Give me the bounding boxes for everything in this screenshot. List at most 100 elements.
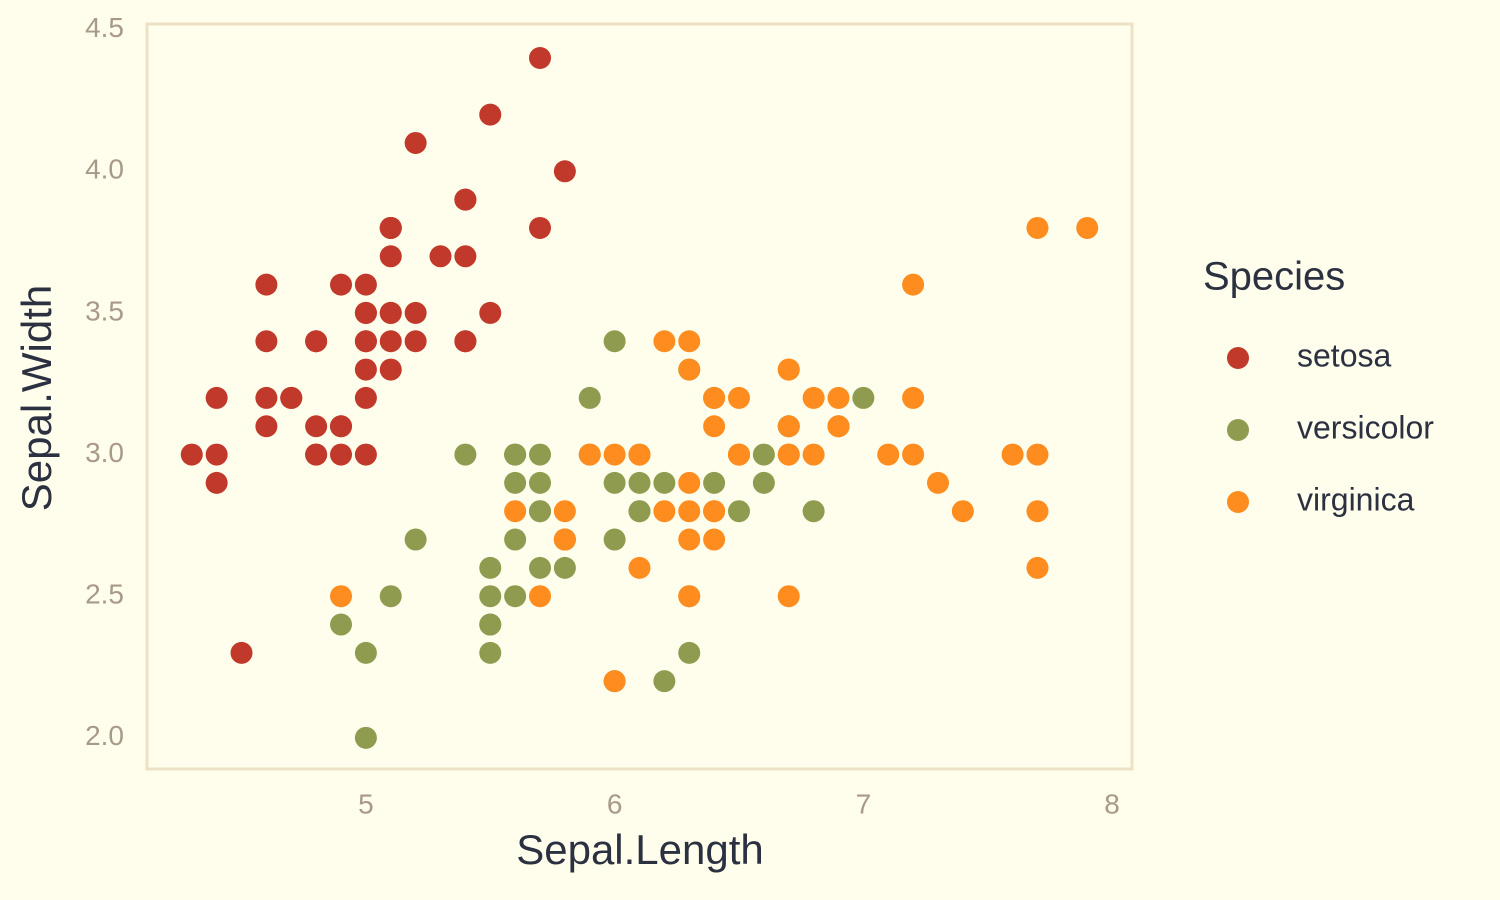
point <box>330 415 353 438</box>
point <box>951 500 974 523</box>
legend-label: versicolor <box>1297 409 1434 445</box>
point <box>404 528 427 551</box>
point <box>653 500 676 523</box>
point <box>802 443 825 466</box>
legend-swatch <box>1227 419 1249 441</box>
y-tick-label: 2.5 <box>85 579 124 610</box>
point <box>504 443 527 466</box>
x-axis-title: Sepal.Length <box>516 826 764 873</box>
point <box>703 471 726 494</box>
point <box>902 386 925 409</box>
point <box>180 443 203 466</box>
point <box>802 500 825 523</box>
point <box>504 585 527 608</box>
point <box>354 641 377 664</box>
point <box>653 670 676 693</box>
point <box>429 245 452 268</box>
point <box>628 500 651 523</box>
point <box>280 386 303 409</box>
point <box>529 46 552 69</box>
point <box>454 245 477 268</box>
point <box>454 188 477 211</box>
point <box>777 585 800 608</box>
point <box>529 216 552 239</box>
point <box>330 443 353 466</box>
point <box>777 443 800 466</box>
x-tick-label: 5 <box>358 788 374 819</box>
point <box>628 443 651 466</box>
point <box>354 330 377 353</box>
point <box>379 585 402 608</box>
point <box>678 528 701 551</box>
point <box>703 528 726 551</box>
legend-swatch <box>1227 491 1249 513</box>
point <box>678 500 701 523</box>
point <box>305 330 328 353</box>
point <box>454 330 477 353</box>
point <box>504 471 527 494</box>
x-tick-label: 7 <box>856 788 872 819</box>
point <box>330 273 353 296</box>
point <box>529 443 552 466</box>
point <box>330 585 353 608</box>
point <box>752 471 775 494</box>
point <box>777 358 800 381</box>
point <box>454 443 477 466</box>
point <box>479 585 502 608</box>
point <box>703 415 726 438</box>
point <box>578 443 601 466</box>
point <box>354 726 377 749</box>
point <box>354 443 377 466</box>
plot-panel <box>145 22 1134 771</box>
point <box>902 443 925 466</box>
point <box>529 471 552 494</box>
point <box>479 641 502 664</box>
point <box>529 556 552 579</box>
point <box>727 386 750 409</box>
point <box>653 330 676 353</box>
point <box>777 415 800 438</box>
point <box>1026 443 1049 466</box>
point <box>255 273 278 296</box>
point <box>1001 443 1024 466</box>
legend-swatch <box>1227 347 1249 369</box>
point <box>529 500 552 523</box>
point <box>678 330 701 353</box>
point <box>529 585 552 608</box>
point <box>578 386 601 409</box>
point <box>479 556 502 579</box>
point <box>1026 216 1049 239</box>
point <box>205 443 228 466</box>
point <box>504 528 527 551</box>
point <box>255 330 278 353</box>
point <box>727 500 750 523</box>
point <box>255 415 278 438</box>
y-tick-label: 3.5 <box>85 295 124 326</box>
point <box>1076 216 1099 239</box>
point <box>678 358 701 381</box>
point <box>354 301 377 324</box>
point <box>703 500 726 523</box>
legend-label: virginica <box>1297 481 1415 517</box>
legend-label: setosa <box>1297 337 1391 373</box>
point <box>603 443 626 466</box>
point <box>653 471 676 494</box>
point <box>479 613 502 636</box>
point <box>379 245 402 268</box>
point <box>479 103 502 126</box>
point <box>678 641 701 664</box>
point <box>404 301 427 324</box>
point <box>603 471 626 494</box>
point <box>354 273 377 296</box>
point <box>678 585 701 608</box>
point <box>752 443 775 466</box>
point <box>603 528 626 551</box>
point <box>305 443 328 466</box>
point <box>404 131 427 154</box>
point <box>902 273 925 296</box>
point <box>230 641 253 664</box>
point <box>827 386 850 409</box>
point <box>379 216 402 239</box>
point <box>354 386 377 409</box>
